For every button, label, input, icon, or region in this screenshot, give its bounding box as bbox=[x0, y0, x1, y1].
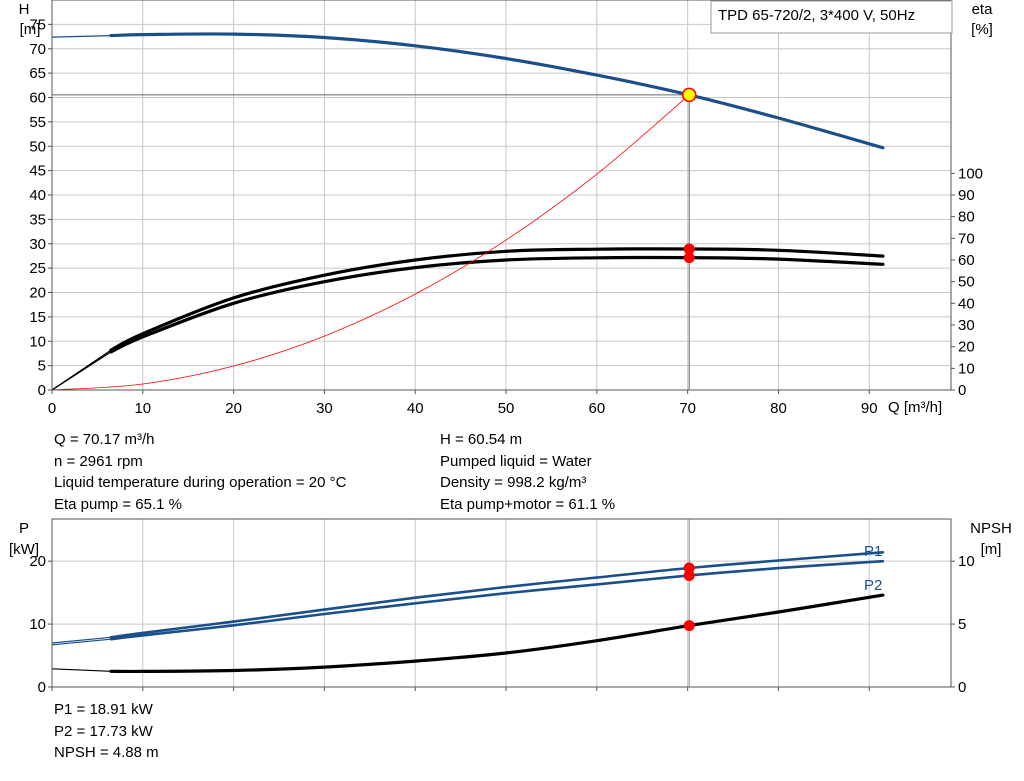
bottom-y-tick-label: 10 bbox=[29, 616, 46, 633]
top-y2-tick-label: 10 bbox=[958, 360, 975, 377]
bottom-series-npsh-2 bbox=[109, 593, 885, 674]
top-y-tick-label: 30 bbox=[29, 236, 46, 253]
top-series-efficiency-1 bbox=[109, 247, 885, 352]
top-x-tick-label: 10 bbox=[134, 400, 151, 417]
readout-eta-total: Eta pump+motor = 61.1 % bbox=[440, 496, 616, 514]
bottom-plot-frame bbox=[51, 518, 952, 688]
y2-axis-label-npsh: NPSH bbox=[970, 520, 1012, 537]
bottom-series-p1-0 bbox=[109, 551, 885, 639]
top-series-efficiency-2-extension bbox=[51, 351, 112, 391]
top-series-head-0 bbox=[109, 32, 885, 150]
top-x-tick-label: 30 bbox=[316, 400, 333, 417]
top-y-tick-label: 70 bbox=[29, 41, 46, 58]
top-series-efficiency-2 bbox=[109, 255, 885, 354]
top-y-tick-label: 0 bbox=[38, 382, 46, 399]
top-y2-tick-label: 40 bbox=[958, 295, 975, 312]
top-series-head-0-extension bbox=[51, 35, 112, 38]
top-x-tick-label: 80 bbox=[770, 400, 787, 417]
bottom-y-tick-label: 0 bbox=[38, 679, 46, 696]
top-y-tick-label: 60 bbox=[29, 90, 46, 107]
y2-axis-label-eta: eta bbox=[972, 1, 994, 18]
top-y-tick-label: 45 bbox=[29, 163, 46, 180]
top-y2-tick-label: 60 bbox=[958, 252, 975, 269]
top-y-tick-label: 75 bbox=[29, 16, 46, 33]
readout-npsh: NPSH = 4.88 m bbox=[54, 744, 159, 762]
top-x-tick-label: 50 bbox=[498, 400, 515, 417]
top-x-tick-label: 70 bbox=[679, 400, 696, 417]
series-label-p2: P2 bbox=[864, 577, 882, 594]
y-axis-label-h: H bbox=[19, 1, 30, 18]
top-y2-tick-label: 30 bbox=[958, 317, 975, 334]
bottom-series-p1-0-extension bbox=[51, 636, 112, 644]
readout-speed: n = 2961 rpm bbox=[54, 452, 143, 470]
top-y-tick-label: 65 bbox=[29, 65, 46, 82]
top-x-tick-label: 40 bbox=[407, 400, 424, 417]
chart-title-box bbox=[710, 0, 953, 34]
readout-p2: P2 = 17.73 kW bbox=[54, 722, 153, 740]
top-x-tick-label: 60 bbox=[589, 400, 606, 417]
top-y-tick-label: 50 bbox=[29, 138, 46, 155]
x-axis-label: Q [m³/h] bbox=[888, 399, 942, 416]
readout-bottom: P1 = 18.91 kW P2 = 17.73 kW NPSH = 4.88 … bbox=[54, 699, 159, 764]
top-y-tick-label: 35 bbox=[29, 211, 46, 228]
top-marker-1 bbox=[683, 252, 695, 264]
top-y2-tick-label: 50 bbox=[958, 274, 975, 291]
readout-top-right: H = 60.54 m Pumped liquid = Water Densit… bbox=[440, 429, 615, 516]
bottom-series-p2-1 bbox=[109, 559, 885, 641]
y-axis-label-p: P bbox=[19, 520, 29, 537]
readout-p1: P1 = 18.91 kW bbox=[54, 701, 153, 718]
top-y2-tick-label: 0 bbox=[958, 382, 966, 399]
duty-point-marker bbox=[681, 87, 697, 103]
top-x-tick-label: 0 bbox=[48, 400, 56, 417]
y-axis-unit-h: [m] bbox=[20, 21, 41, 38]
top-y2-tick-label: 70 bbox=[958, 230, 975, 247]
top-y2-tick-label: 100 bbox=[958, 165, 983, 182]
bottom-marker-1 bbox=[683, 569, 695, 581]
top-y-tick-label: 25 bbox=[29, 260, 46, 277]
readout-head: H = 60.54 m bbox=[440, 431, 523, 448]
readout-eta-pump: Eta pump = 65.1 % bbox=[54, 496, 182, 514]
top-y-tick-label: 55 bbox=[29, 114, 46, 131]
chart-title: TPD 65-720/2, 3*400 V, 50Hz bbox=[718, 7, 915, 24]
top-y2-tick-label: 20 bbox=[958, 339, 975, 356]
bottom-y2-tick-label: 5 bbox=[958, 616, 966, 633]
readout-density: Density = 998.2 kg/m³ bbox=[440, 474, 587, 492]
top-y2-tick-label: 80 bbox=[958, 209, 975, 226]
top-x-tick-label: 90 bbox=[861, 400, 878, 417]
y-axis-unit-p: [kW] bbox=[9, 541, 39, 558]
top-y-tick-label: 5 bbox=[38, 358, 46, 375]
top-y2-tick-label: 90 bbox=[958, 187, 975, 204]
bottom-series-npsh-2-extension bbox=[51, 668, 112, 672]
top-y-tick-label: 10 bbox=[29, 333, 46, 350]
series-label-p1: P1 bbox=[864, 543, 882, 560]
bottom-series-p2-1-extension bbox=[51, 638, 112, 646]
top-series-system_curve-3 bbox=[51, 94, 690, 391]
bottom-marker-2 bbox=[683, 620, 695, 632]
bottom-y2-tick-label: 10 bbox=[958, 553, 975, 570]
readout-liquid: Pumped liquid = Water bbox=[440, 452, 592, 470]
readout-flow: Q = 70.17 m³/h bbox=[54, 431, 155, 448]
bottom-y2-tick-label: 0 bbox=[958, 679, 966, 696]
bottom-y-tick-label: 20 bbox=[29, 553, 46, 570]
top-y-tick-label: 15 bbox=[29, 309, 46, 326]
y2-axis-unit-npsh: [m] bbox=[981, 541, 1002, 558]
top-x-tick-label: 20 bbox=[225, 400, 242, 417]
readout-top-left: Q = 70.17 m³/h n = 2961 rpm Liquid tempe… bbox=[54, 429, 346, 516]
readout-temperature: Liquid temperature during operation = 20… bbox=[54, 474, 347, 492]
y2-axis-unit-eta: [%] bbox=[971, 21, 993, 38]
top-y-tick-label: 40 bbox=[29, 187, 46, 204]
top-marker-0 bbox=[683, 243, 695, 255]
top-y-tick-label: 20 bbox=[29, 285, 46, 302]
